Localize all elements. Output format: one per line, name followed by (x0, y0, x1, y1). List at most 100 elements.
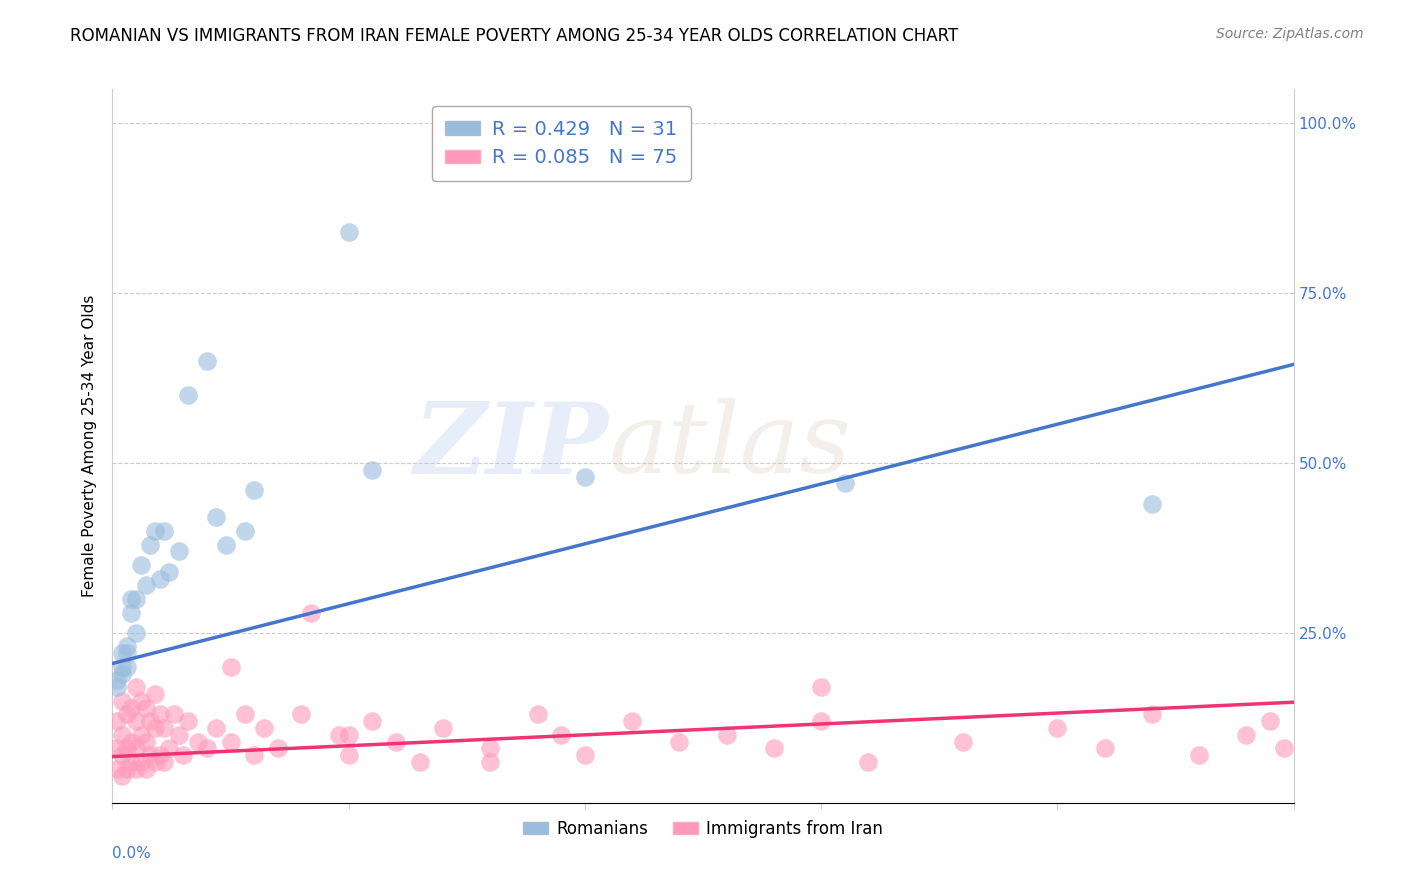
Point (120, 755, 142, 769)
Point (120, 700, 142, 714)
Point (115, 707, 138, 722)
Point (111, 769, 134, 783)
Point (111, 728, 134, 742)
Point (361, 463, 384, 477)
Point (120, 591, 142, 606)
Point (135, 578, 157, 592)
Point (125, 714, 148, 729)
Point (149, 572, 172, 586)
Point (1140, 707, 1163, 722)
Point (111, 646, 134, 660)
Point (105, 741, 128, 756)
Text: 0.0%: 0.0% (112, 846, 152, 861)
Point (858, 755, 880, 769)
Point (139, 537, 162, 551)
Point (810, 680, 832, 694)
Point (125, 680, 148, 694)
Point (153, 524, 176, 538)
Point (177, 388, 200, 402)
Point (328, 728, 350, 742)
Point (574, 748, 596, 763)
Point (762, 741, 785, 756)
Point (157, 565, 180, 579)
Point (1140, 497, 1163, 511)
Point (172, 748, 194, 763)
Point (111, 660, 134, 674)
Point (195, 354, 218, 368)
Point (205, 510, 228, 524)
Point (105, 680, 128, 694)
Point (167, 728, 190, 742)
Point (111, 666, 134, 681)
Point (361, 714, 384, 729)
Point (167, 544, 190, 558)
Point (337, 748, 360, 763)
Point (163, 707, 186, 722)
Point (299, 606, 322, 620)
Text: ZIP: ZIP (413, 398, 609, 494)
Point (205, 721, 228, 735)
Point (153, 721, 176, 735)
Point (139, 714, 162, 729)
Point (157, 741, 180, 756)
Point (149, 748, 172, 763)
Legend: Romanians, Immigrants from Iran: Romanians, Immigrants from Iran (516, 814, 890, 845)
Point (143, 721, 166, 735)
Point (215, 537, 238, 551)
Point (1094, 741, 1116, 756)
Point (1188, 748, 1211, 763)
Point (253, 721, 276, 735)
Point (105, 714, 128, 729)
Point (243, 483, 266, 498)
Point (233, 524, 256, 538)
Point (135, 734, 157, 748)
Point (526, 707, 548, 722)
Point (337, 225, 360, 239)
Point (120, 606, 142, 620)
Point (432, 721, 454, 735)
Point (115, 741, 138, 756)
Point (149, 707, 172, 722)
Point (1046, 721, 1069, 735)
Point (219, 660, 242, 674)
Point (1272, 741, 1295, 756)
Point (135, 700, 157, 714)
Point (1258, 714, 1281, 729)
Text: Source: ZipAtlas.com: Source: ZipAtlas.com (1216, 27, 1364, 41)
Point (574, 469, 596, 483)
Point (129, 755, 152, 769)
Point (143, 755, 166, 769)
Point (115, 640, 138, 654)
Y-axis label: Female Poverty Among 25-34 Year Olds: Female Poverty Among 25-34 Year Olds (82, 295, 97, 597)
Point (267, 741, 290, 756)
Point (479, 755, 502, 769)
Point (143, 524, 166, 538)
Point (186, 734, 208, 748)
Point (125, 741, 148, 756)
Point (143, 687, 166, 701)
Point (115, 660, 138, 674)
Point (337, 728, 360, 742)
Point (125, 626, 148, 640)
Point (139, 748, 162, 763)
Point (177, 714, 200, 729)
Point (125, 591, 148, 606)
Point (111, 694, 134, 708)
Point (135, 762, 157, 776)
Point (952, 734, 974, 748)
Point (290, 707, 312, 722)
Point (115, 762, 138, 776)
Point (219, 734, 242, 748)
Point (115, 646, 138, 660)
Point (834, 476, 856, 491)
Point (105, 673, 128, 688)
Point (153, 755, 176, 769)
Point (385, 734, 408, 748)
Point (125, 762, 148, 776)
Point (129, 728, 152, 742)
Point (129, 694, 152, 708)
Point (479, 741, 502, 756)
Point (105, 762, 128, 776)
Point (195, 741, 218, 756)
Point (621, 714, 644, 729)
